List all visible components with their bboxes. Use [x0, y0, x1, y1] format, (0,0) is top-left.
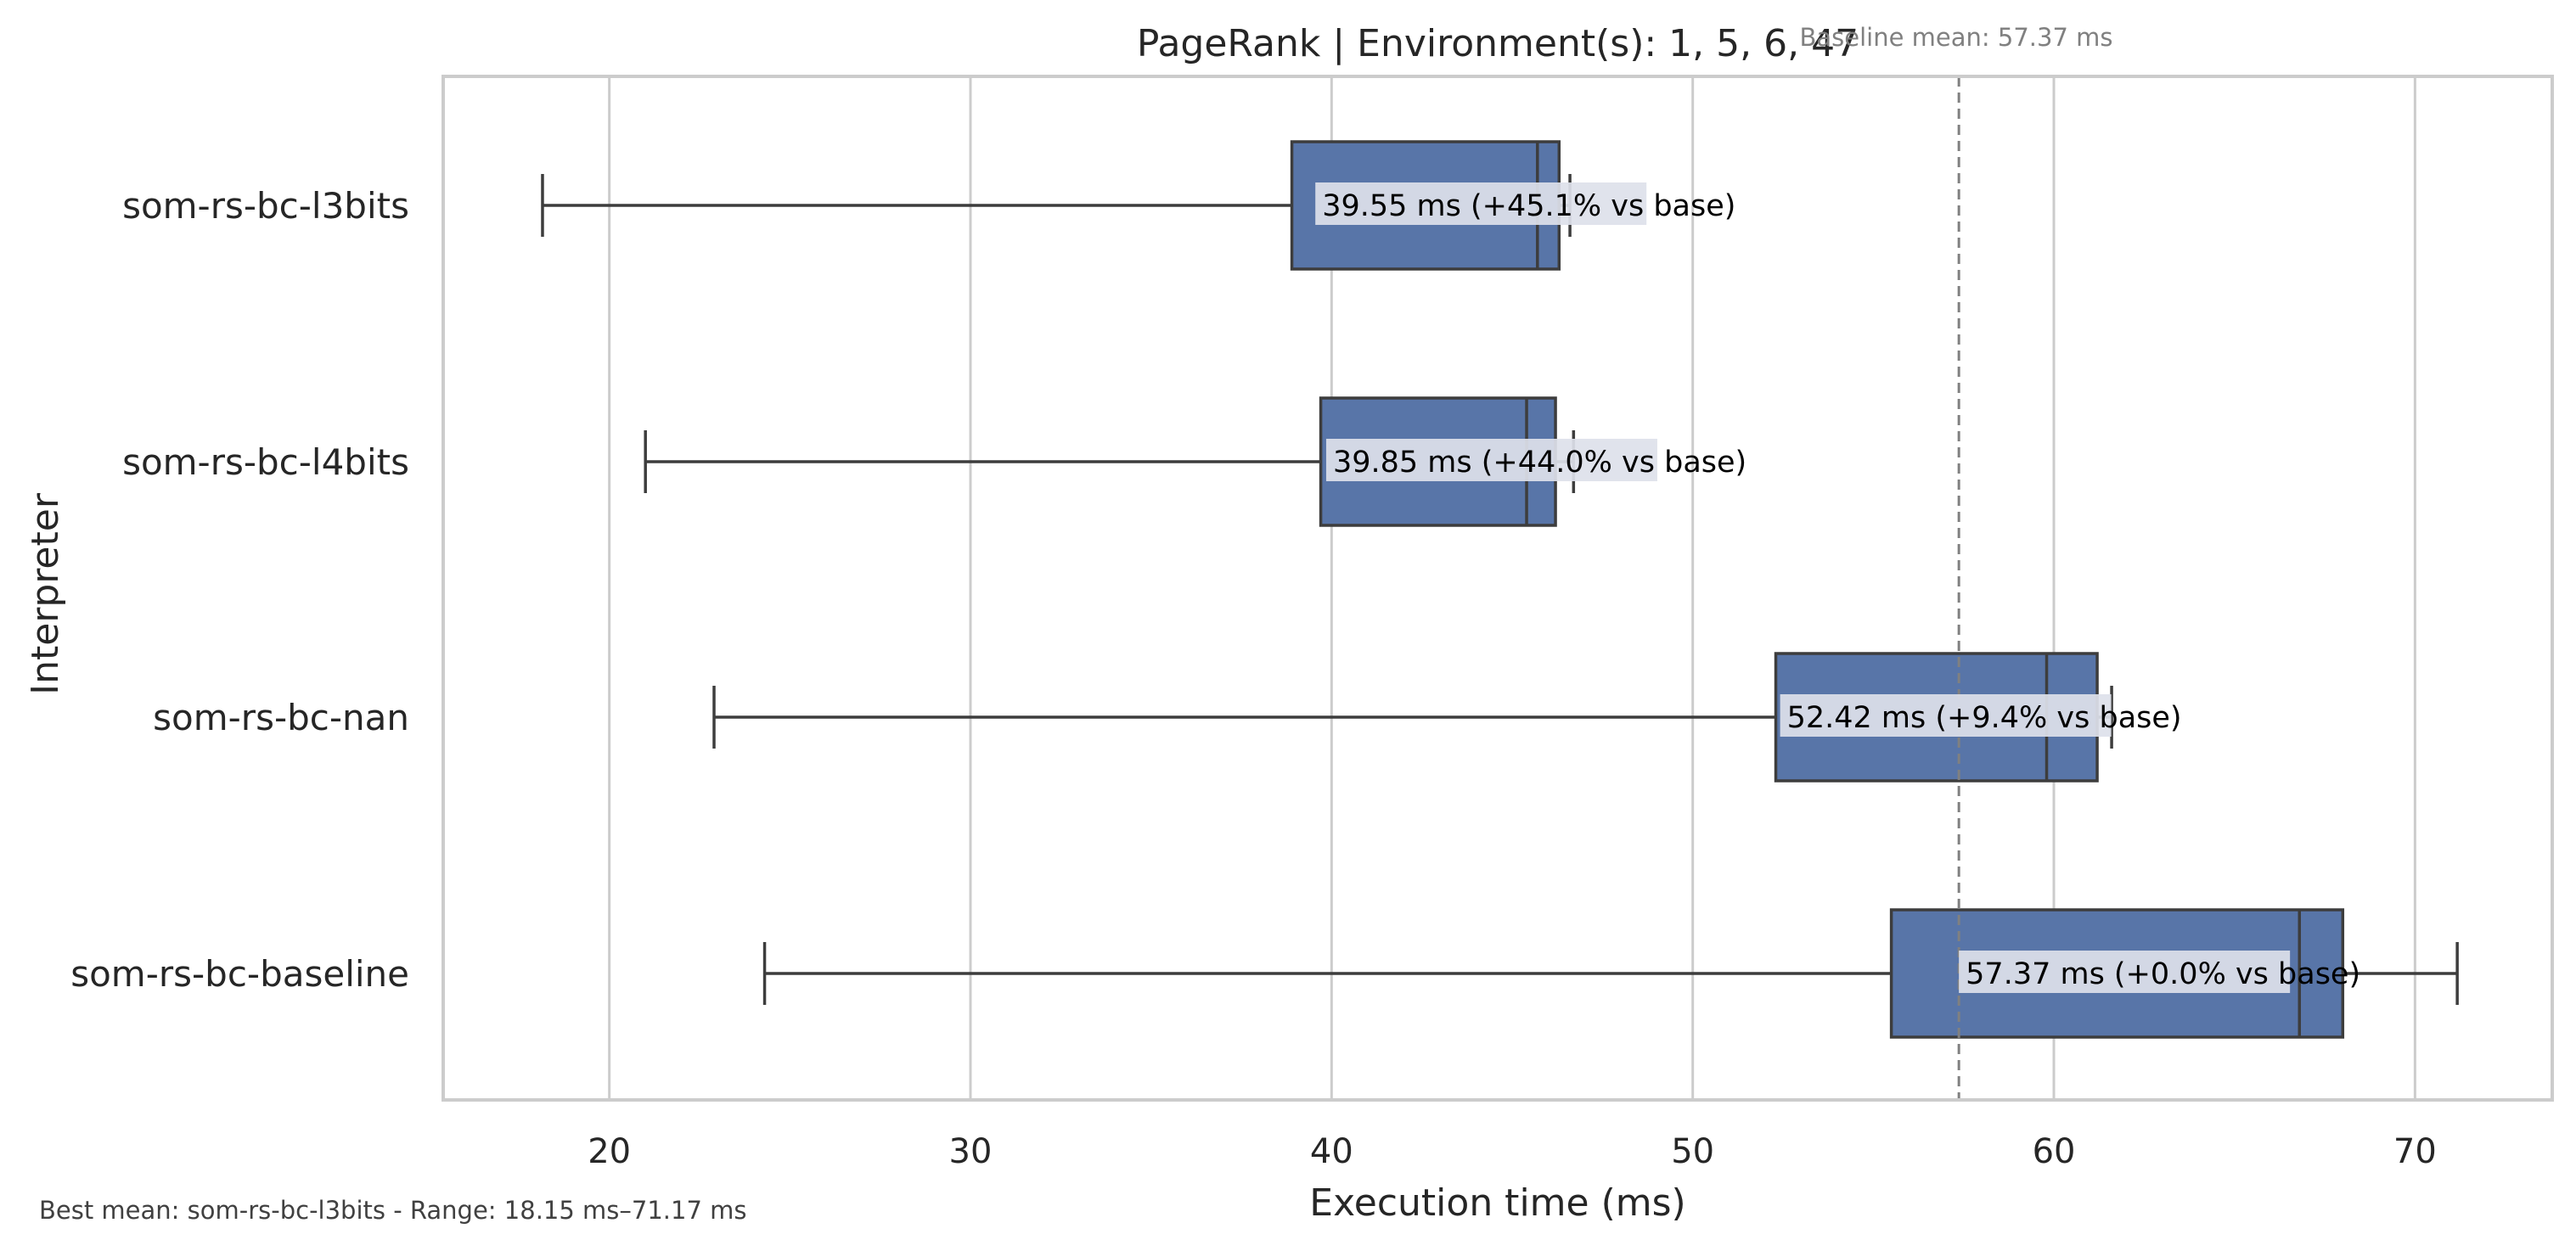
- annotation-label: 39.55 ms (+45.1% vs base): [1322, 189, 1735, 223]
- y-category-label: som-rs-bc-l3bits: [122, 185, 409, 227]
- annotation-background: [1325, 439, 1657, 481]
- y-axis-label: Interpreter: [24, 492, 67, 695]
- x-tick-label: 50: [1671, 1132, 1714, 1171]
- x-tick-labels: 20 30 40 50 60 70: [588, 1132, 2437, 1171]
- y-category-label: som-rs-bc-baseline: [70, 953, 409, 995]
- mean-annotation: 52.42 ms (+9.4% vs base): [1780, 694, 2182, 737]
- footer-note: Best mean: som-rs-bc-l3bits - Range: 18.…: [39, 1196, 747, 1225]
- plot-frame: [442, 75, 2554, 1102]
- x-tick-label: 60: [2033, 1132, 2076, 1171]
- x-tick-label: 70: [2393, 1132, 2437, 1171]
- x-tick-label: 40: [1310, 1132, 1353, 1171]
- baseline-mean-label: Baseline mean: 57.37 ms: [1800, 23, 2113, 52]
- annotation-label: 57.37 ms (+0.0% vs base): [1966, 957, 2360, 991]
- x-tick-label: 20: [588, 1132, 631, 1171]
- annotation-background: [1780, 694, 2112, 737]
- mean-annotation: 39.55 ms (+45.1% vs base): [1315, 182, 1735, 225]
- y-category-label: som-rs-bc-l4bits: [122, 441, 409, 483]
- box-series: [541, 140, 2459, 1039]
- annotation-background: [1315, 182, 1647, 225]
- annotation-background: [1959, 951, 2291, 993]
- mean-annotations: 39.55 ms (+45.1% vs base) 39.85 ms (+44.0…: [1315, 182, 2360, 993]
- mean-annotation: 39.85 ms (+44.0% vs base): [1325, 439, 1746, 481]
- y-category-labels: som-rs-bc-l3bits som-rs-bc-l4bits som-rs-b…: [70, 185, 409, 995]
- x-tick-label: 30: [949, 1132, 993, 1171]
- chart-title: PageRank | Environment(s): 1, 5, 6, 47: [1137, 22, 1859, 65]
- annotation-label: 39.85 ms (+44.0% vs base): [1333, 446, 1746, 480]
- mean-annotation: 57.37 ms (+0.0% vs base): [1959, 951, 2360, 993]
- y-category-label: som-rs-bc-nan: [153, 697, 409, 738]
- x-axis-label: Execution time (ms): [1309, 1181, 1685, 1225]
- annotation-label: 52.42 ms (+9.4% vs base): [1787, 701, 2182, 735]
